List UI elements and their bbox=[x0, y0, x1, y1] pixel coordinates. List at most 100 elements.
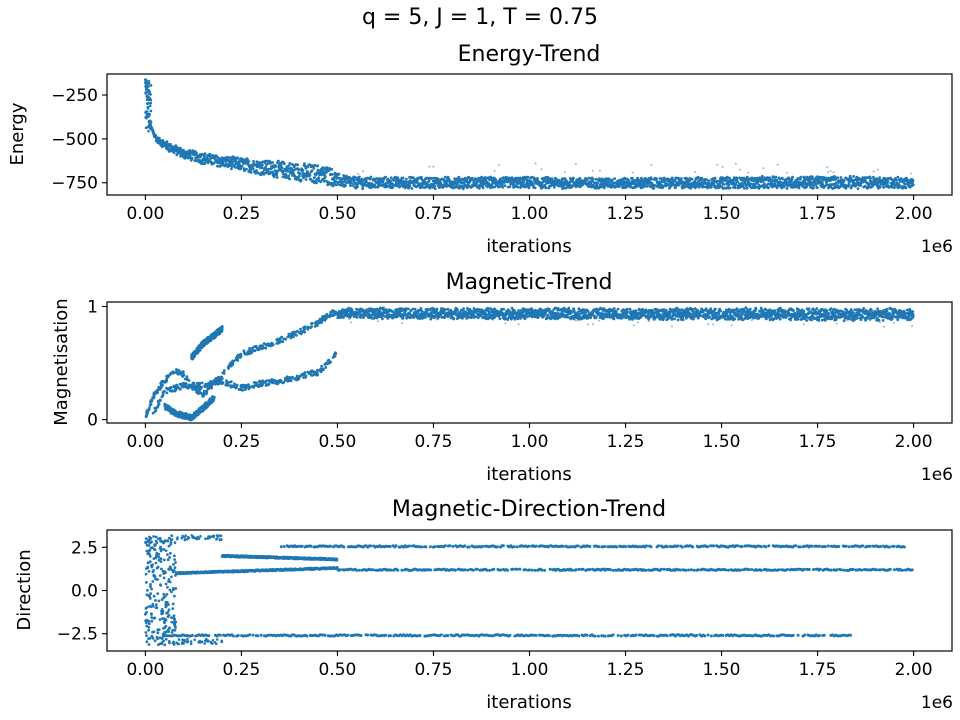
data-point bbox=[598, 169, 601, 172]
data-point bbox=[350, 181, 353, 185]
data-point bbox=[826, 166, 829, 169]
xtick-label: 1.75 bbox=[799, 204, 837, 224]
data-point bbox=[497, 164, 500, 166]
data-point bbox=[231, 384, 234, 388]
data-point bbox=[268, 379, 271, 382]
data-point bbox=[176, 385, 180, 389]
data-point bbox=[772, 176, 775, 179]
data-point bbox=[586, 309, 590, 313]
data-point bbox=[357, 172, 360, 175]
data-point bbox=[265, 379, 269, 382]
data-point bbox=[688, 179, 691, 183]
data-point bbox=[401, 316, 405, 320]
data-point bbox=[282, 172, 285, 176]
data-point bbox=[254, 381, 258, 385]
data-point bbox=[205, 392, 208, 396]
data-point bbox=[872, 170, 875, 173]
data-point bbox=[149, 98, 153, 102]
xtick-label: 0.00 bbox=[126, 204, 164, 224]
data-point bbox=[903, 182, 907, 186]
data-point bbox=[297, 174, 301, 178]
data-point bbox=[215, 155, 219, 159]
data-point bbox=[212, 336, 216, 340]
data-point bbox=[236, 156, 240, 160]
data-point bbox=[330, 181, 333, 185]
data-point bbox=[594, 315, 598, 319]
data-point bbox=[205, 382, 209, 386]
data-point bbox=[363, 183, 366, 187]
data-point bbox=[326, 359, 330, 363]
data-point bbox=[179, 387, 182, 391]
data-point bbox=[428, 165, 431, 168]
data-point bbox=[193, 351, 197, 355]
data-point bbox=[355, 316, 359, 319]
data-point bbox=[827, 171, 829, 174]
data-point bbox=[299, 179, 303, 183]
data-point bbox=[152, 131, 156, 135]
data-point bbox=[721, 165, 724, 168]
data-point bbox=[206, 401, 210, 405]
data-point bbox=[443, 175, 447, 179]
data-point bbox=[508, 185, 512, 189]
data-point bbox=[616, 307, 620, 311]
data-point bbox=[650, 177, 653, 181]
data-point bbox=[199, 386, 203, 390]
data-point bbox=[148, 126, 151, 129]
data-point bbox=[145, 110, 149, 113]
data-point bbox=[540, 168, 543, 171]
data-point bbox=[186, 415, 190, 419]
data-point bbox=[310, 325, 314, 328]
data-point bbox=[245, 167, 248, 171]
data-point bbox=[389, 179, 392, 183]
data-point bbox=[264, 346, 268, 350]
data-point bbox=[362, 170, 364, 173]
data-point bbox=[762, 167, 765, 170]
data-point bbox=[156, 388, 160, 392]
data-point bbox=[498, 185, 501, 189]
data-point bbox=[606, 180, 610, 184]
data-point bbox=[239, 385, 243, 388]
data-point bbox=[457, 175, 461, 179]
data-point bbox=[147, 101, 150, 105]
data-point bbox=[185, 375, 189, 378]
data-point bbox=[735, 177, 739, 181]
data-point bbox=[212, 162, 216, 165]
data-point bbox=[145, 79, 148, 82]
data-point bbox=[536, 177, 539, 180]
data-point bbox=[298, 172, 302, 176]
data-point bbox=[222, 369, 226, 373]
data-point bbox=[462, 307, 465, 311]
data-point bbox=[145, 83, 149, 86]
data-point bbox=[745, 186, 749, 190]
data-point bbox=[282, 381, 286, 384]
data-point bbox=[191, 417, 195, 421]
data-point bbox=[776, 163, 779, 166]
data-point bbox=[472, 313, 476, 317]
data-point bbox=[279, 379, 283, 382]
data-point bbox=[280, 166, 284, 170]
data-point bbox=[516, 185, 520, 189]
data-point bbox=[319, 180, 322, 184]
data-point bbox=[384, 175, 387, 179]
data-point bbox=[375, 177, 379, 181]
data-point bbox=[366, 176, 370, 180]
data-point bbox=[911, 183, 915, 187]
data-point bbox=[225, 162, 228, 166]
data-point bbox=[250, 346, 254, 350]
data-point bbox=[655, 177, 658, 181]
data-point bbox=[503, 184, 507, 188]
data-point bbox=[314, 173, 318, 177]
data-point bbox=[344, 184, 348, 187]
data-point bbox=[165, 140, 169, 144]
data-point bbox=[381, 317, 384, 321]
data-point bbox=[194, 384, 198, 388]
data-point bbox=[694, 170, 697, 173]
data-point bbox=[239, 167, 243, 171]
data-point bbox=[896, 175, 900, 179]
data-point bbox=[233, 382, 236, 386]
data-point bbox=[443, 308, 447, 312]
data-point bbox=[767, 186, 770, 190]
data-point bbox=[456, 308, 459, 312]
energy-xlabel: iterations bbox=[486, 236, 571, 257]
